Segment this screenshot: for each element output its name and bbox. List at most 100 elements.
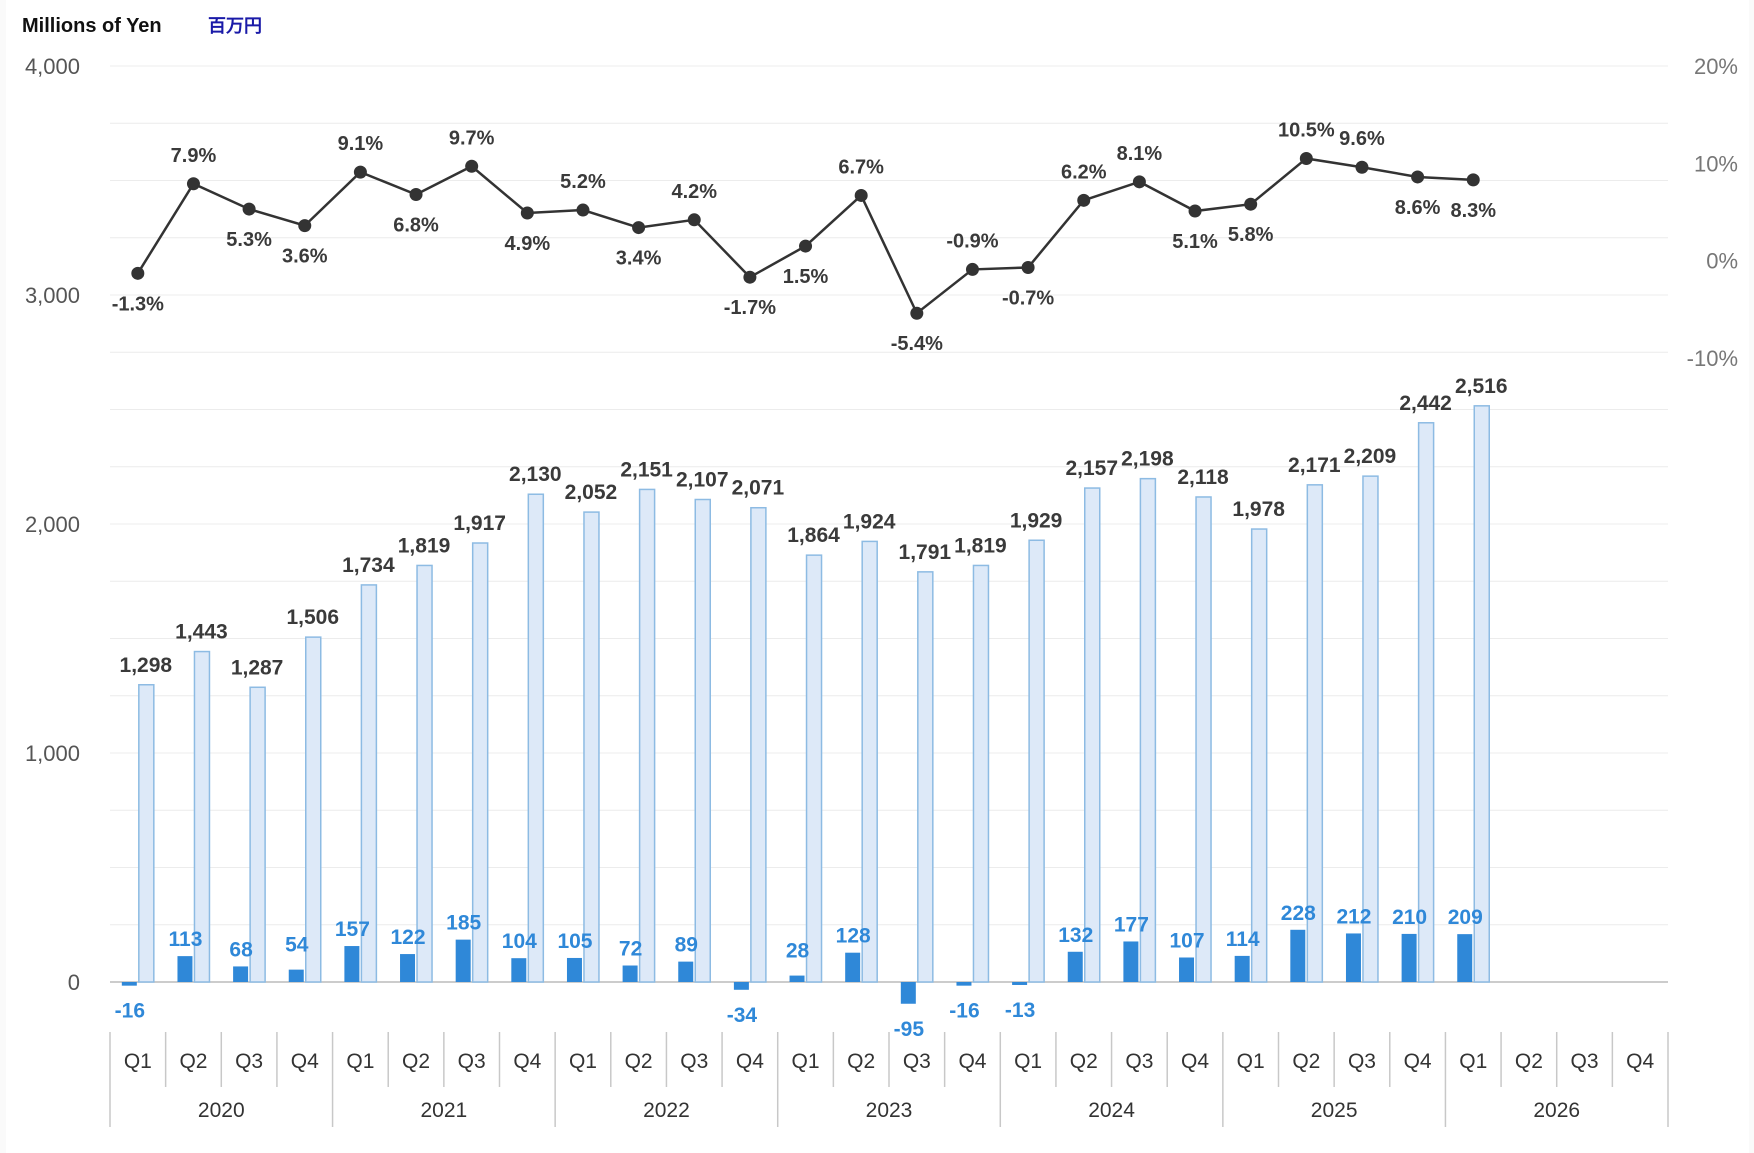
y-left-tick-label: 0 — [68, 970, 80, 995]
quarter-tick-label: Q4 — [736, 1050, 764, 1073]
quarter-tick-label: Q3 — [235, 1050, 263, 1073]
operating-label: -16 — [115, 1000, 145, 1023]
margin-point — [632, 221, 646, 235]
y-right-tick-label: 10% — [1694, 151, 1738, 176]
operating-bar — [1234, 955, 1250, 982]
revenue-bar — [305, 636, 322, 983]
operating-label: -95 — [894, 1018, 925, 1041]
margin-label: 7.9% — [171, 145, 217, 167]
y-left-tick-label: 3,000 — [25, 283, 80, 308]
year-tick-label: 2023 — [866, 1099, 913, 1122]
revenue-bar — [1473, 405, 1490, 983]
operating-label: 122 — [391, 926, 426, 949]
revenue-label: 1,819 — [954, 534, 1007, 557]
quarter-tick-label: Q1 — [346, 1050, 374, 1073]
operating-label: -13 — [1005, 999, 1035, 1022]
revenue-label: 2,071 — [732, 477, 785, 500]
revenue-bar — [917, 571, 934, 983]
revenue-bar — [972, 564, 990, 983]
revenue-label: 2,516 — [1455, 375, 1508, 398]
data-labels: 1,298 -16 1,443 113 1,287 68 1,506 54 1,734 157 1,… — [112, 119, 1508, 1040]
revenue-bar — [694, 498, 711, 983]
operating-bar — [455, 939, 471, 982]
operating-bar — [233, 966, 249, 982]
margin-point — [1021, 260, 1035, 274]
quarter-tick-label: Q4 — [1404, 1050, 1432, 1073]
unit-label-ja: 百万円 — [208, 16, 262, 36]
bar-series — [121, 405, 1490, 1004]
operating-bar — [900, 982, 916, 1004]
operating-label: 114 — [1226, 928, 1260, 951]
revenue-label: 1,791 — [899, 541, 952, 564]
quarter-tick-label: Q3 — [458, 1050, 486, 1073]
operating-label: 228 — [1281, 902, 1316, 925]
margin-label: 4.9% — [505, 233, 551, 255]
operating-bar — [288, 969, 304, 982]
quarter-tick-label: Q2 — [179, 1050, 207, 1073]
operating-bar — [400, 954, 416, 982]
revenue-label: 2,198 — [1121, 448, 1174, 471]
margin-label: 3.4% — [616, 248, 662, 270]
revenue-bar — [750, 506, 767, 983]
revenue-bar — [1139, 477, 1157, 983]
operating-label: 113 — [169, 928, 203, 951]
quarter-tick-label: Q4 — [958, 1050, 986, 1073]
quarter-tick-label: Q2 — [847, 1050, 875, 1073]
operating-label: 212 — [1336, 905, 1371, 928]
quarter-tick-label: Q4 — [1626, 1050, 1654, 1073]
quarter-tick-label: Q1 — [1237, 1050, 1265, 1073]
revenue-bar — [583, 511, 600, 983]
year-tick-label: 2024 — [1088, 1099, 1135, 1122]
operating-bar — [566, 957, 582, 982]
margin-label: 8.1% — [1117, 143, 1163, 165]
margin-label: -5.4% — [891, 333, 943, 355]
operating-bar — [622, 965, 638, 982]
margin-label: -0.7% — [1002, 287, 1054, 309]
operating-label: 68 — [229, 938, 253, 961]
operating-bar — [1123, 941, 1139, 982]
operating-label: 54 — [285, 934, 309, 957]
operating-bar — [511, 958, 527, 982]
margin-point — [576, 203, 590, 217]
margin-point — [1466, 173, 1480, 187]
margin-point — [298, 219, 312, 233]
margin-label: 5.2% — [560, 171, 606, 193]
operating-bar — [733, 982, 749, 990]
margin-label: 3.6% — [282, 246, 328, 268]
operating-label: 209 — [1448, 906, 1483, 929]
margin-point — [910, 306, 924, 320]
revenue-bar — [805, 554, 823, 983]
operating-bar — [1345, 933, 1361, 982]
quarter-tick-label: Q4 — [1181, 1050, 1209, 1073]
quarter-tick-label: Q2 — [1070, 1050, 1098, 1073]
revenue-label: 2,157 — [1065, 457, 1118, 480]
revenue-label: 1,287 — [231, 656, 284, 679]
line-series — [131, 151, 1480, 320]
margin-point — [1411, 170, 1425, 184]
year-tick-label: 2025 — [1311, 1099, 1358, 1122]
operating-label: 177 — [1114, 913, 1149, 936]
revenue-label: 1,734 — [342, 554, 395, 577]
operating-label: 28 — [786, 940, 810, 963]
margin-point — [687, 213, 701, 227]
revenue-bar — [193, 650, 211, 983]
margin-point — [186, 177, 200, 191]
revenue-label: 1,978 — [1232, 498, 1285, 521]
revenue-label: 2,151 — [620, 458, 673, 481]
revenue-bar — [1084, 487, 1101, 983]
operating-label: 104 — [502, 930, 537, 953]
margin-label: 6.8% — [393, 214, 439, 236]
margin-label: -1.7% — [724, 297, 776, 319]
operating-bar — [956, 982, 972, 986]
revenue-bar — [527, 493, 545, 983]
operating-label: 157 — [335, 918, 370, 941]
margin-label: 8.3% — [1450, 200, 1496, 222]
margin-point — [131, 266, 145, 280]
revenue-label: 1,864 — [787, 524, 840, 547]
revenue-label: 2,052 — [565, 481, 618, 504]
quarter-tick-label: Q2 — [1292, 1050, 1320, 1073]
revenue-bar — [1306, 484, 1324, 983]
operating-label: -16 — [949, 1000, 979, 1023]
margin-point — [1132, 175, 1146, 189]
margin-point — [520, 206, 534, 220]
